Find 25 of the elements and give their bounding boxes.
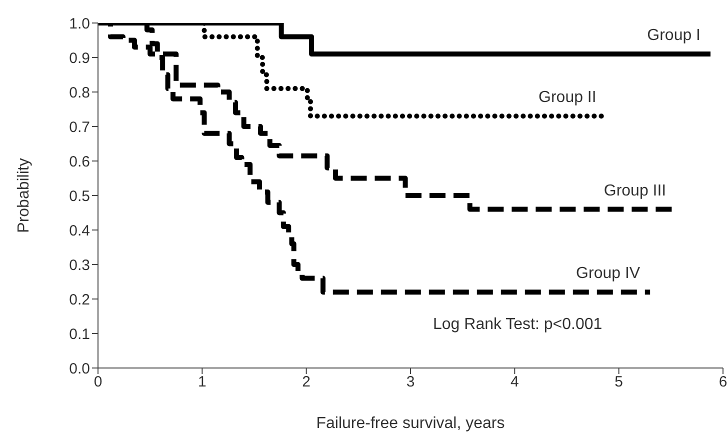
annotation: Log Rank Test: p<0.001 [433,316,602,334]
series-label: Group IV [576,265,640,282]
series-label: Group I [647,27,700,44]
y-tick-label: 0.3 [69,256,90,274]
y-tick-label: 0.9 [69,50,90,67]
y-tick-label: 0.7 [69,118,90,136]
x-tick-label: 6 [718,374,728,391]
y-tick-label: 0.8 [69,84,90,102]
series-label: Group II [538,89,596,106]
x-tick-label: 2 [302,374,311,391]
y-axis-title: Probability [16,158,33,233]
x-tick-label: 1 [198,374,206,391]
series-label: Group III [604,182,666,200]
x-tick-label: 4 [510,374,519,391]
x-tick-label: 5 [614,374,624,391]
y-tick-label: 0.6 [69,153,90,170]
x-tick-label: 0 [94,374,102,391]
x-axis-title: Failure-free survival, years [316,415,505,432]
x-tick-label: 3 [406,374,415,391]
y-tick-label: 0.2 [69,291,90,308]
y-tick-label: 0.4 [69,222,90,240]
y-tick-label: 0.1 [69,326,90,343]
y-tick-label: 0.0 [69,360,90,378]
y-tick-label: 0.5 [69,188,90,205]
y-tick-label: 1.0 [69,15,90,32]
